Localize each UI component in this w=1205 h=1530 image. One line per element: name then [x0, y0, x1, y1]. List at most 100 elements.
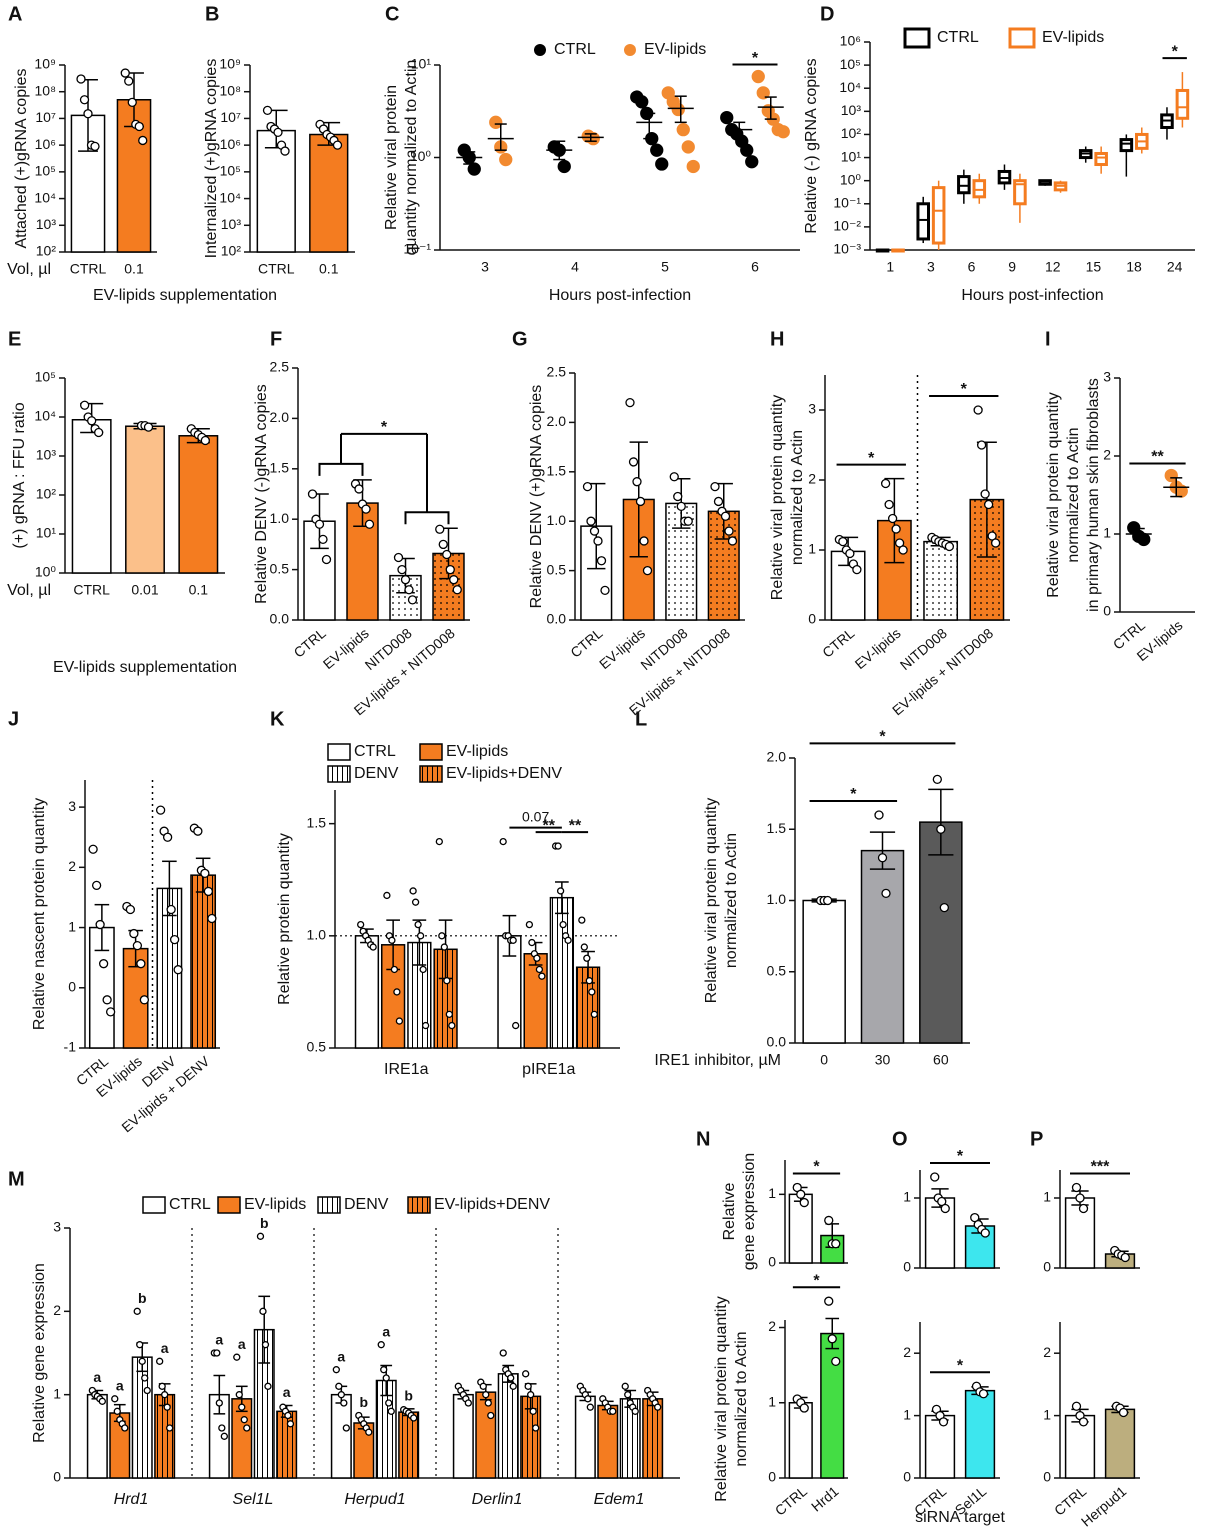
y-tick-label: 0 [903, 1259, 911, 1275]
y-tick-label: 10² [36, 486, 57, 502]
y-axis-label: Relative viral protein [383, 85, 400, 230]
y-tick-label: 10² [36, 243, 57, 259]
data-point [590, 1010, 598, 1018]
data-point [509, 936, 517, 944]
y-tick-label: 1.0 [307, 927, 327, 943]
bar [131, 1356, 153, 1479]
x-tick-label: 30 [875, 1052, 891, 1068]
legend-label: EV-lipids [644, 41, 706, 58]
y-axis-label: Relative [721, 1183, 738, 1241]
group-letter: a [161, 1340, 169, 1356]
legend-swatch [327, 765, 351, 783]
data-point [383, 891, 391, 900]
panel-letter: L [635, 708, 647, 730]
data-point [95, 919, 105, 930]
bar [523, 953, 548, 1049]
y-tick-label: 0.0 [270, 611, 290, 627]
legend-marker [624, 44, 636, 56]
data-point [162, 832, 173, 842]
data-point [529, 1407, 537, 1415]
data-point [340, 1399, 348, 1407]
data-point [407, 595, 418, 605]
data-point [259, 1307, 267, 1315]
y-tick-label: 2 [768, 1318, 776, 1334]
significance-label: * [957, 1148, 964, 1165]
x-tick-label: 18 [1126, 259, 1142, 275]
data-point [559, 920, 567, 929]
bar [190, 874, 217, 1049]
data-point [776, 125, 790, 139]
data-point [318, 534, 328, 545]
y-tick-label: 1 [1043, 1189, 1051, 1205]
legend-swatch [317, 1196, 341, 1214]
data-point [98, 1397, 106, 1405]
data-point [681, 140, 695, 154]
bar [398, 1411, 420, 1479]
y-tick-label: 10⁻¹ [403, 241, 431, 257]
data-point [713, 496, 724, 507]
data-point [467, 162, 481, 176]
y-tick-label: 1.0 [767, 891, 787, 907]
y-tick-label: 10¹ [411, 56, 432, 72]
y-tick-label: 0 [68, 978, 76, 994]
significance-label: * [813, 1159, 820, 1176]
group-letter: a [337, 1348, 345, 1364]
data-point [512, 1021, 520, 1030]
data-point [554, 842, 562, 850]
x-axis-label: siRNA target [915, 1509, 1005, 1526]
data-point [527, 1391, 535, 1399]
data-point [654, 1403, 662, 1411]
bar [788, 1402, 813, 1479]
x-tick-label: 0.1 [124, 261, 144, 277]
group-label: pIRE1a [522, 1061, 575, 1078]
data-point [419, 965, 427, 974]
data-point [90, 141, 100, 152]
data-point [720, 511, 731, 521]
data-point [435, 837, 443, 846]
data-point [380, 1366, 388, 1374]
data-point [390, 965, 399, 974]
x-tick-label: EV-lipids [852, 625, 904, 672]
y-tick-label: 0 [808, 611, 816, 627]
data-point [443, 977, 451, 985]
data-point [583, 954, 591, 962]
group-letter: b [260, 1215, 269, 1231]
x-tick-label: Hrd1 [808, 1483, 842, 1515]
y-tick-label: 10⁷ [35, 109, 56, 125]
y-tick-label: 2.0 [547, 413, 567, 429]
bar [964, 1389, 996, 1479]
x-tick-label: CTRL [258, 261, 295, 277]
data-point [240, 1416, 248, 1424]
significance-label: * [1172, 43, 1179, 60]
data-point [727, 536, 738, 546]
panel-letter: H [770, 328, 784, 350]
data-point [877, 853, 888, 863]
data-point [588, 988, 596, 996]
data-point [105, 1007, 116, 1017]
data-point [395, 1017, 404, 1025]
data-point [978, 1389, 989, 1399]
x-tick-label: 9 [1008, 259, 1016, 275]
data-point [332, 1366, 340, 1374]
group-letter: a [116, 1378, 124, 1394]
panel-letter: C [385, 3, 399, 25]
data-point [166, 1424, 174, 1432]
y-tick-label: 0.5 [307, 1039, 327, 1055]
group-letter: b [138, 1290, 147, 1306]
data-point [582, 481, 593, 492]
y-tick-label: 10³ [36, 447, 57, 463]
data-point [532, 1424, 540, 1432]
y-axis-label: normalized to Actin [723, 833, 740, 968]
data-point [120, 68, 130, 78]
data-point [484, 1399, 492, 1407]
y-tick-label: 3 [808, 401, 816, 417]
y-tick-label: 10⁴ [34, 189, 56, 205]
data-point [314, 519, 325, 529]
data-point [1118, 1407, 1129, 1418]
data-point [369, 943, 377, 951]
data-point [671, 102, 685, 117]
group-label: Sel1L [233, 1491, 274, 1508]
x-axis-label: Hours post-infection [961, 287, 1103, 304]
y-tick-label: 10⁻² [833, 218, 861, 234]
x-axis-label: EV-lipids supplementation [53, 659, 237, 676]
